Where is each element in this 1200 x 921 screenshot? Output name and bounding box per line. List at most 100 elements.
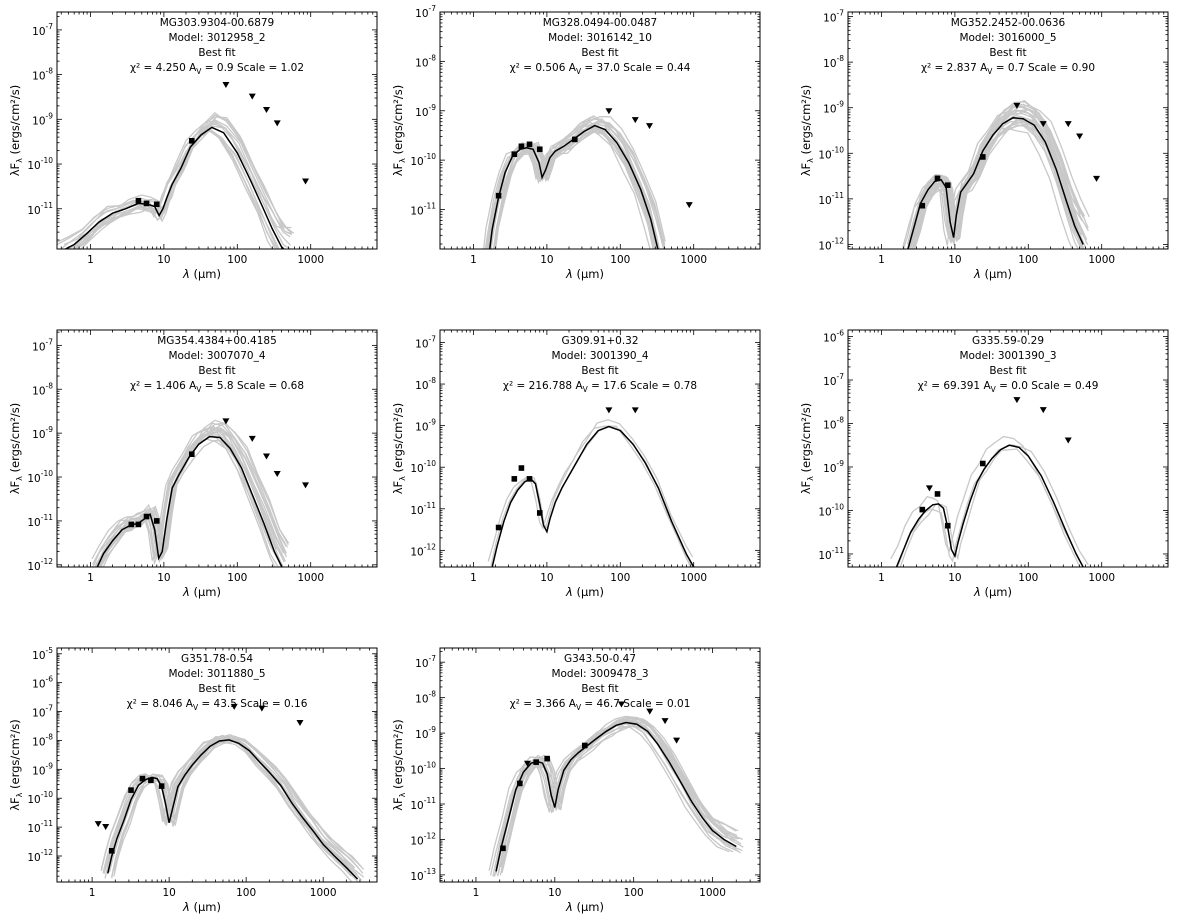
- model-fit-curve: [74, 119, 291, 249]
- y-tick-label: 10-7: [823, 372, 844, 388]
- upper-limit-marker: [273, 120, 281, 127]
- x-tick-label: 1000: [1088, 254, 1115, 266]
- x-tick-label: 10: [540, 254, 553, 266]
- panel-title: MG354.4384+00.4185: [157, 335, 277, 347]
- model-fit-curve: [908, 99, 1086, 246]
- data-point: [533, 759, 539, 765]
- axes-frame: [847, 329, 1169, 568]
- model-fit-curve: [490, 127, 658, 249]
- upper-limit-marker: [631, 407, 639, 414]
- upper-limit-marker: [248, 93, 256, 100]
- upper-limit-marker: [302, 178, 310, 185]
- data-point: [153, 201, 160, 208]
- upper-limit-marker: [94, 821, 102, 828]
- fit-stats: χ² = 1.406 AV = 5.8 Scale = 0.68: [130, 380, 304, 394]
- data-point: [153, 518, 160, 524]
- plot-area: [57, 81, 310, 249]
- model-fit-curve: [494, 719, 736, 868]
- axes-frame: [847, 11, 1169, 250]
- upper-limit-marker: [646, 708, 654, 715]
- best-fit-curve: [488, 124, 659, 249]
- data-point: [148, 777, 154, 784]
- model-label: Model: 3009478_3: [551, 668, 648, 680]
- model-fit-curve: [108, 739, 360, 882]
- y-tick-label: 10-6: [32, 675, 53, 691]
- model-fit-curve: [501, 716, 743, 865]
- model-fit-curve: [495, 715, 737, 875]
- model-fit-curve: [72, 120, 285, 249]
- x-tick-label: 100: [610, 254, 630, 266]
- upper-limit-marker: [296, 720, 304, 727]
- data-point: [934, 491, 941, 497]
- y-tick-label: 10-11: [410, 202, 436, 218]
- x-tick-label: 1000: [310, 887, 337, 899]
- upper-limit-marker: [302, 482, 310, 489]
- y-tick-label: 10-9: [823, 459, 844, 475]
- y-tick-label: 10-12: [818, 236, 844, 252]
- y-tick-label: 10-7: [32, 22, 53, 38]
- panel-title: G351.78-0.54: [181, 653, 253, 665]
- data-point: [919, 506, 926, 513]
- y-axis-label: λFλ (ergs/cm²/s): [8, 719, 24, 811]
- model-fit-curve: [104, 737, 356, 879]
- y-tick-label: 10-8: [32, 732, 53, 748]
- x-tick-label: 1: [470, 254, 477, 266]
- fit-stats: χ² = 3.366 AV = 46.7 Scale = 0.01: [510, 698, 691, 712]
- y-tick-label: 10-10: [410, 152, 436, 168]
- sed-panel-6: 1 10 100 1000 10-11 10-10 10-9 10-8 10-7 10-6 λFλ …: [799, 329, 1169, 599]
- model-fit-curve: [103, 735, 355, 874]
- x-tick-label: 100: [1018, 572, 1038, 584]
- best-fit-curve: [907, 116, 1084, 249]
- data-point: [143, 200, 150, 207]
- model-fit-curve: [100, 419, 289, 564]
- plot-area: [487, 407, 695, 567]
- y-tick-label: 10-11: [410, 501, 436, 517]
- y-tick-label: 10-9: [32, 425, 53, 441]
- y-tick-label: 10-10: [27, 156, 53, 172]
- upper-limit-marker: [1064, 121, 1072, 128]
- x-tick-label: 1: [87, 254, 94, 266]
- upper-limit-marker: [263, 453, 271, 460]
- x-tick-label: 1000: [297, 254, 324, 266]
- upper-limit-marker: [646, 123, 654, 130]
- y-tick-label: 10-10: [818, 145, 844, 161]
- y-tick-label: 10-9: [415, 725, 436, 741]
- fit-stats: χ² = 4.250 AV = 0.9 Scale = 1.02: [130, 62, 304, 76]
- panel-title: G335.59-0.29: [972, 335, 1044, 347]
- y-tick-label: 10-11: [818, 191, 844, 207]
- y-tick-label: 10-10: [27, 469, 53, 485]
- model-label: Model: 3011880_5: [168, 668, 265, 680]
- data-point: [526, 141, 533, 148]
- y-axis-label: λFλ (ergs/cm²/s): [799, 85, 815, 177]
- y-axis-label: λFλ (ergs/cm²/s): [799, 403, 815, 495]
- upper-limit-marker: [258, 705, 266, 712]
- model-fit-curve: [106, 735, 358, 876]
- upper-limit-marker: [631, 117, 639, 124]
- model-fit-curve: [100, 737, 352, 877]
- model-fit-curve: [501, 723, 743, 874]
- x-tick-label: 100: [227, 254, 247, 266]
- y-tick-label: 10-7: [32, 337, 53, 353]
- fit-stats: χ² = 69.391 AV = 0.0 Scale = 0.49: [918, 380, 1099, 394]
- upper-limit-marker: [1076, 133, 1084, 140]
- best-fit-curve: [107, 739, 359, 880]
- data-point: [979, 154, 986, 160]
- x-tick-label: 100: [610, 572, 630, 584]
- upper-limit-marker: [1039, 121, 1047, 128]
- sed-panel-8: 1 10 100 1000 10-13 10-12 10-11 10-10 10-9 10-8 10…: [391, 647, 761, 914]
- sed-panel-5: 1 10 100 1000 10-12 10-11 10-10 10-9 10-8 10-7 λFλ…: [391, 329, 761, 599]
- x-tick-label: 10: [948, 572, 961, 584]
- upper-limit-marker: [605, 108, 613, 115]
- model-fit-curve: [495, 718, 736, 869]
- model-fit-curve: [75, 129, 279, 249]
- data-point: [536, 510, 543, 516]
- sed-panel-2: 1 10 100 1000 10-11 10-10 10-9 10-8 10-7 λFλ (erg…: [391, 4, 761, 281]
- model-fit-curve: [502, 719, 744, 868]
- data-point: [544, 755, 550, 762]
- y-tick-label: 10-7: [823, 9, 844, 25]
- data-point: [188, 451, 195, 458]
- panel-title: MG328.0494-00.0487: [543, 17, 658, 29]
- y-tick-label: 10-10: [410, 761, 436, 777]
- x-tick-label: 10: [162, 887, 175, 899]
